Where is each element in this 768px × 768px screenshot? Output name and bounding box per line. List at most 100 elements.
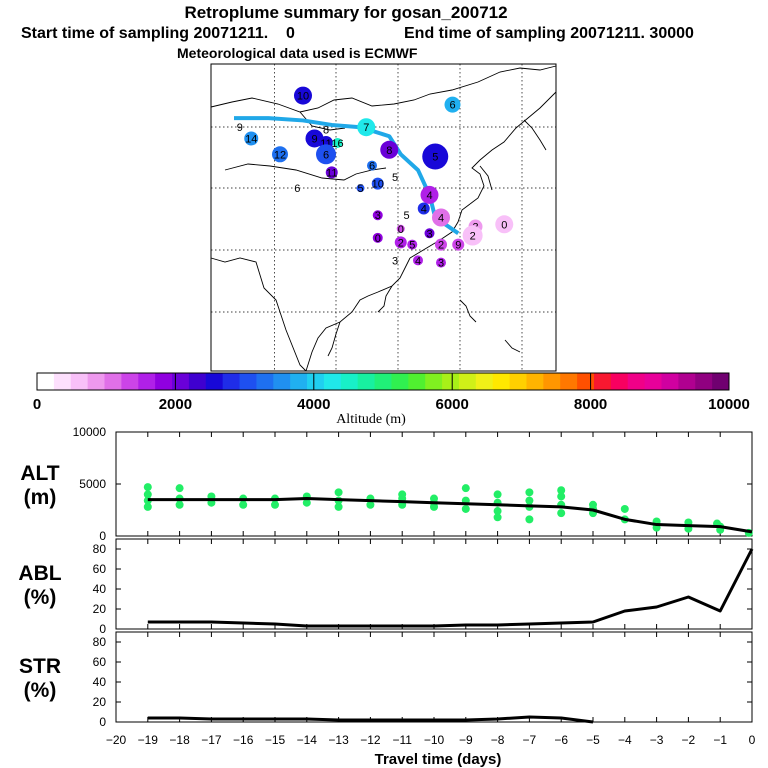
coastline	[504, 339, 521, 353]
plume-label: 9	[237, 122, 243, 134]
y-tick-label: 20	[93, 695, 107, 709]
x-tick-label: −11	[392, 733, 412, 747]
plume-label: 14	[245, 133, 257, 145]
scatter-point	[143, 502, 152, 511]
colorbar-cell	[155, 373, 173, 390]
colorbar-cell	[53, 373, 72, 390]
colorbar-cell	[357, 373, 376, 390]
x-tick-label: −9	[459, 733, 473, 747]
colorbar-cell	[37, 373, 55, 390]
plume-label: 5	[409, 240, 415, 252]
x-tick-label: −13	[328, 733, 349, 747]
scatter-point	[461, 484, 470, 493]
colorbar-tick-label: 10000	[708, 396, 750, 413]
colorbar-cell	[610, 373, 629, 390]
panel-ylabel: ABL	[18, 562, 61, 585]
scatter-point	[557, 509, 566, 518]
scatter-point	[493, 507, 502, 516]
colorbar-cell	[695, 373, 713, 390]
plume-marker	[417, 202, 430, 215]
plume-marker	[325, 166, 338, 179]
colorbar-cell	[307, 373, 325, 390]
colorbar-cell	[526, 373, 544, 390]
x-tick-label: −20	[106, 733, 127, 747]
y-tick-label: 10000	[73, 425, 107, 439]
colorbar: 0 2000 4000 6000 8000 10000 Altitude (m)	[33, 372, 750, 427]
plume-label: 8	[323, 124, 329, 136]
plume-label: 3	[426, 228, 432, 240]
y-tick-label: 0	[99, 622, 106, 636]
colorbar-tick-label: 8000	[574, 396, 607, 413]
colorbar-cell	[560, 373, 578, 390]
colorbar-cell	[458, 373, 477, 390]
plume-label: 11	[320, 138, 331, 150]
colorbar-cell	[138, 373, 156, 390]
plume-marker	[422, 143, 449, 170]
colorbar-cell	[577, 373, 595, 390]
colorbar-cell	[661, 373, 679, 390]
colorbar-cell	[256, 373, 274, 390]
panel-ylabel: STR	[19, 655, 61, 678]
plume-marker	[367, 160, 377, 171]
panel-abl: 0 20 40 60 80 ABL(%)	[18, 538, 754, 636]
plume-marker	[396, 224, 405, 233]
x-tick-label: −12	[360, 733, 381, 747]
coastline	[409, 203, 471, 259]
colorbar-cell	[391, 373, 409, 390]
colorbar-tick-label: 6000	[436, 396, 469, 413]
scatter-point	[334, 502, 343, 511]
colorbar-cell	[593, 373, 612, 390]
plume-label: 0	[375, 233, 381, 245]
x-tick-label: −10	[424, 733, 445, 747]
plume-marker	[394, 236, 407, 249]
colorbar-tick-label: 0	[33, 396, 41, 413]
plume-marker	[435, 238, 447, 251]
panel-ylabel-unit: (%)	[24, 586, 57, 609]
colorbar-cell	[425, 373, 443, 390]
plume-label: 2	[438, 240, 444, 252]
plume-label: 7	[363, 122, 369, 134]
colorbar-cell	[678, 373, 696, 390]
met-data-label: Meteorological data used is ECMWF	[177, 45, 418, 61]
colorbar-cell	[172, 373, 190, 390]
y-tick-label: 80	[93, 542, 107, 556]
plume-label: 2	[470, 231, 476, 243]
coastline	[210, 257, 307, 372]
plume-marker	[272, 146, 288, 163]
plume-label: 16	[331, 138, 343, 150]
coastline	[479, 165, 493, 191]
colorbar-cell	[475, 373, 494, 390]
scatter-point	[302, 498, 311, 507]
scatter-point	[620, 504, 629, 513]
x-tick-label: −15	[265, 733, 286, 747]
scatter-point	[366, 500, 375, 509]
colorbar-cell	[323, 373, 342, 390]
colorbar-cell	[627, 373, 646, 390]
series-line	[147, 548, 754, 628]
colorbar-title: Altitude (m)	[336, 412, 406, 427]
plume-marker	[462, 225, 483, 246]
start-time-label: Start time of sampling 20071211. 0	[21, 25, 295, 42]
plume-marker	[305, 129, 324, 148]
plume-marker	[436, 257, 446, 268]
plume-label: 2	[398, 237, 404, 249]
plume-label: 12	[274, 149, 286, 161]
plume-label: 4	[421, 203, 427, 215]
plume-marker	[432, 208, 450, 227]
plume-label: 3	[375, 210, 381, 222]
plume-label: 4	[438, 213, 444, 225]
coastline	[210, 65, 557, 113]
coastline	[224, 163, 387, 181]
colorbar-cell	[239, 373, 257, 390]
plume-label: 3	[392, 255, 398, 267]
plume-marker	[244, 131, 259, 146]
colorbar-cell	[492, 373, 511, 390]
plume-label: 9	[455, 240, 461, 252]
plume-marker	[356, 184, 365, 193]
coastline	[469, 91, 557, 205]
scatter-point	[557, 486, 566, 495]
plume-label: 6	[323, 149, 329, 161]
x-tick-label: −7	[523, 733, 537, 747]
map-panel: 1069871491116126856115106544354030320252…	[210, 63, 557, 372]
plume-label: 0	[501, 219, 507, 231]
